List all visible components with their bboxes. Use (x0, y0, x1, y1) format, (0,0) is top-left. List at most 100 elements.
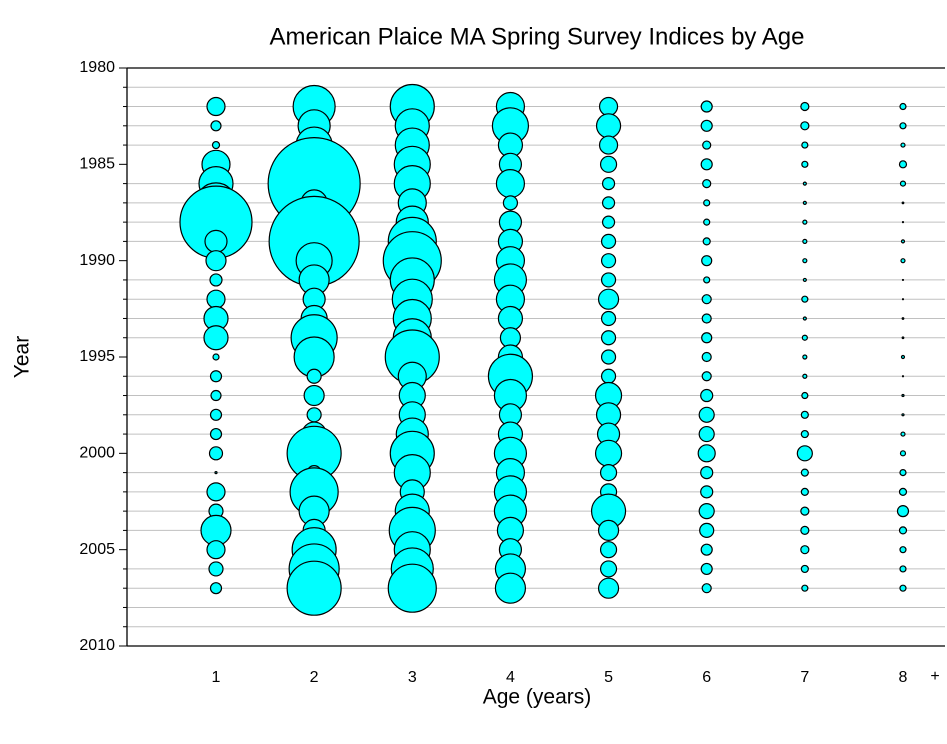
bubble (901, 336, 905, 340)
bubble (800, 525, 810, 536)
bubble (899, 450, 907, 457)
x-axis-label: Age (years) (483, 686, 592, 709)
bubble (497, 305, 524, 332)
y-tick-label: 1995 (79, 348, 115, 365)
bubble (208, 446, 224, 461)
bubble (800, 545, 810, 555)
bubble (701, 371, 712, 382)
bubble (597, 519, 620, 542)
bubble (900, 431, 906, 437)
bubble (697, 444, 716, 463)
bubble (901, 317, 905, 320)
bubble (600, 330, 617, 346)
bubble (495, 169, 526, 199)
bubble (702, 140, 712, 150)
bubble (598, 135, 619, 155)
bubble (600, 368, 617, 384)
bubble (898, 487, 908, 496)
bubble (601, 196, 616, 210)
bubble (901, 393, 905, 398)
bubble (597, 577, 620, 599)
bubble (802, 219, 808, 225)
bubble (703, 218, 711, 226)
bubble (703, 199, 711, 207)
bubble (209, 408, 223, 421)
bubble (208, 561, 224, 577)
bubble (901, 413, 905, 417)
bubble (698, 406, 715, 423)
bubble (494, 572, 527, 604)
bubble (214, 471, 218, 475)
bubble (599, 560, 618, 578)
bubble (700, 158, 713, 171)
x-tick-label: 2 (310, 669, 319, 686)
bubble (896, 505, 910, 518)
bubble (800, 564, 809, 574)
bubble (802, 258, 808, 264)
bubble (899, 565, 907, 573)
bubble (900, 354, 906, 360)
bubble (901, 298, 905, 301)
x-tick-label: 5 (604, 669, 613, 686)
bubble (700, 388, 714, 403)
bubble (600, 310, 617, 327)
bubble (900, 142, 906, 148)
bubble (306, 407, 322, 423)
bubble (901, 375, 905, 378)
bubble (900, 258, 906, 264)
bubble (700, 466, 714, 480)
bubble (600, 349, 617, 365)
bubble (594, 439, 623, 467)
bubble (701, 332, 713, 344)
x-tick-label: 4 (506, 669, 515, 686)
y-tick-label: 2000 (79, 445, 115, 462)
bubble (303, 384, 325, 407)
bubble (701, 583, 712, 594)
bubble (800, 429, 809, 439)
bubble (802, 181, 807, 186)
bubble (702, 237, 711, 246)
bubble (898, 526, 908, 535)
bubble (698, 425, 715, 443)
bubble (801, 160, 809, 168)
bubble (703, 276, 711, 284)
y-tick-label: 1980 (79, 59, 115, 76)
bubble (599, 155, 618, 173)
bubble (206, 289, 226, 309)
bubble (700, 543, 713, 556)
bubble (801, 334, 808, 341)
bubble (802, 373, 808, 379)
bubble (387, 563, 437, 613)
bubble (599, 541, 618, 559)
bubble (899, 469, 907, 477)
bubble (800, 121, 810, 131)
bubble (597, 288, 620, 310)
bubble (898, 160, 908, 169)
bubble (900, 239, 906, 244)
bubble (210, 120, 222, 132)
bubble (801, 584, 809, 592)
bubble (502, 195, 519, 211)
bubble (801, 141, 809, 149)
y-tick-label: 2010 (79, 637, 115, 654)
bubble (800, 506, 810, 516)
bubble (212, 353, 220, 361)
bubble (209, 370, 223, 383)
bubble (802, 238, 808, 244)
bubble (206, 540, 226, 560)
bubble (800, 410, 809, 419)
annotation: + (930, 668, 939, 685)
bubble (600, 253, 617, 269)
bubble (701, 255, 713, 267)
bubble (901, 278, 905, 282)
bubble (601, 215, 616, 229)
bubble (204, 229, 228, 253)
bubble (802, 200, 807, 205)
bubble (802, 316, 807, 321)
bubble (206, 96, 226, 117)
bubble (700, 485, 714, 499)
y-tick-label: 1990 (79, 252, 115, 269)
bubble (701, 294, 712, 305)
x-tick-label: 8 (899, 669, 908, 686)
